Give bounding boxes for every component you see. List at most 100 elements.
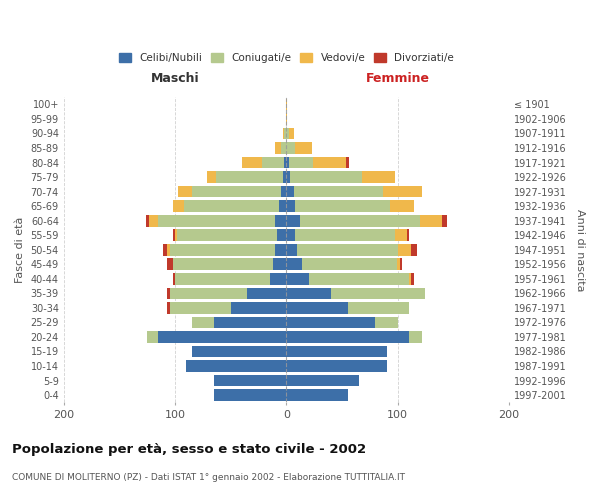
Bar: [214, 390, 286, 401]
Bar: [286, 374, 359, 386]
Bar: [289, 157, 313, 168]
Bar: [346, 157, 349, 168]
Bar: [295, 230, 395, 241]
Bar: [173, 258, 273, 270]
Bar: [300, 215, 420, 226]
Bar: [273, 258, 286, 270]
Bar: [149, 215, 158, 226]
Bar: [277, 230, 286, 241]
Bar: [167, 288, 170, 299]
Bar: [275, 215, 286, 226]
Bar: [281, 186, 286, 198]
Bar: [286, 288, 331, 299]
Bar: [184, 200, 278, 212]
Bar: [395, 230, 407, 241]
Bar: [167, 258, 173, 270]
Bar: [170, 302, 231, 314]
Text: Femmine: Femmine: [365, 72, 430, 85]
Bar: [286, 128, 289, 140]
Bar: [295, 200, 390, 212]
Bar: [283, 128, 284, 140]
Bar: [163, 244, 167, 256]
Bar: [286, 302, 347, 314]
Bar: [178, 230, 277, 241]
Bar: [308, 273, 409, 284]
Bar: [286, 346, 386, 358]
Bar: [409, 273, 411, 284]
Text: Popolazione per età, sesso e stato civile - 2002: Popolazione per età, sesso e stato civil…: [12, 442, 366, 456]
Bar: [407, 230, 409, 241]
Bar: [275, 142, 281, 154]
Bar: [409, 331, 422, 343]
Text: COMUNE DI MOLITERNO (PZ) - Dati ISTAT 1° gennaio 2002 - Elaborazione TUTTITALIA.: COMUNE DI MOLITERNO (PZ) - Dati ISTAT 1°…: [12, 472, 405, 482]
Bar: [286, 113, 287, 125]
Legend: Celibi/Nubili, Coniugati/e, Vedovi/e, Divorziati/e: Celibi/Nubili, Coniugati/e, Vedovi/e, Di…: [115, 49, 458, 68]
Bar: [411, 244, 416, 256]
Bar: [286, 200, 295, 212]
Bar: [173, 200, 184, 212]
Bar: [283, 172, 286, 183]
Bar: [278, 200, 286, 212]
Bar: [170, 244, 275, 256]
Bar: [170, 288, 247, 299]
Bar: [331, 288, 425, 299]
Bar: [298, 244, 398, 256]
Bar: [175, 230, 178, 241]
Bar: [158, 331, 286, 343]
Bar: [400, 258, 402, 270]
Bar: [192, 186, 281, 198]
Bar: [286, 98, 287, 110]
Bar: [383, 186, 422, 198]
Bar: [286, 172, 290, 183]
Bar: [242, 157, 262, 168]
Bar: [178, 186, 192, 198]
Bar: [281, 142, 286, 154]
Bar: [247, 288, 286, 299]
Bar: [286, 142, 295, 154]
Bar: [290, 172, 362, 183]
Bar: [208, 172, 216, 183]
Bar: [362, 172, 395, 183]
Bar: [286, 230, 295, 241]
Y-axis label: Anni di nascita: Anni di nascita: [575, 208, 585, 291]
Bar: [192, 346, 286, 358]
Bar: [286, 157, 289, 168]
Bar: [284, 128, 286, 140]
Bar: [286, 360, 386, 372]
Bar: [411, 273, 415, 284]
Bar: [262, 157, 284, 168]
Bar: [286, 331, 409, 343]
Bar: [173, 273, 175, 284]
Bar: [397, 258, 400, 270]
Bar: [295, 142, 312, 154]
Bar: [286, 186, 294, 198]
Bar: [192, 316, 214, 328]
Bar: [376, 316, 398, 328]
Bar: [158, 215, 275, 226]
Bar: [347, 302, 409, 314]
Bar: [167, 302, 170, 314]
Bar: [302, 258, 397, 270]
Bar: [214, 374, 286, 386]
Bar: [398, 244, 411, 256]
Bar: [173, 230, 175, 241]
Bar: [186, 360, 286, 372]
Bar: [294, 186, 383, 198]
Bar: [284, 157, 286, 168]
Bar: [289, 128, 294, 140]
Bar: [390, 200, 415, 212]
Bar: [286, 273, 308, 284]
Bar: [167, 244, 170, 256]
Bar: [214, 316, 286, 328]
Y-axis label: Fasce di età: Fasce di età: [15, 216, 25, 283]
Bar: [147, 331, 158, 343]
Bar: [175, 273, 269, 284]
Bar: [216, 172, 283, 183]
Bar: [269, 273, 286, 284]
Bar: [313, 157, 346, 168]
Bar: [286, 316, 376, 328]
Bar: [286, 215, 300, 226]
Bar: [146, 215, 149, 226]
Bar: [286, 244, 298, 256]
Bar: [420, 215, 442, 226]
